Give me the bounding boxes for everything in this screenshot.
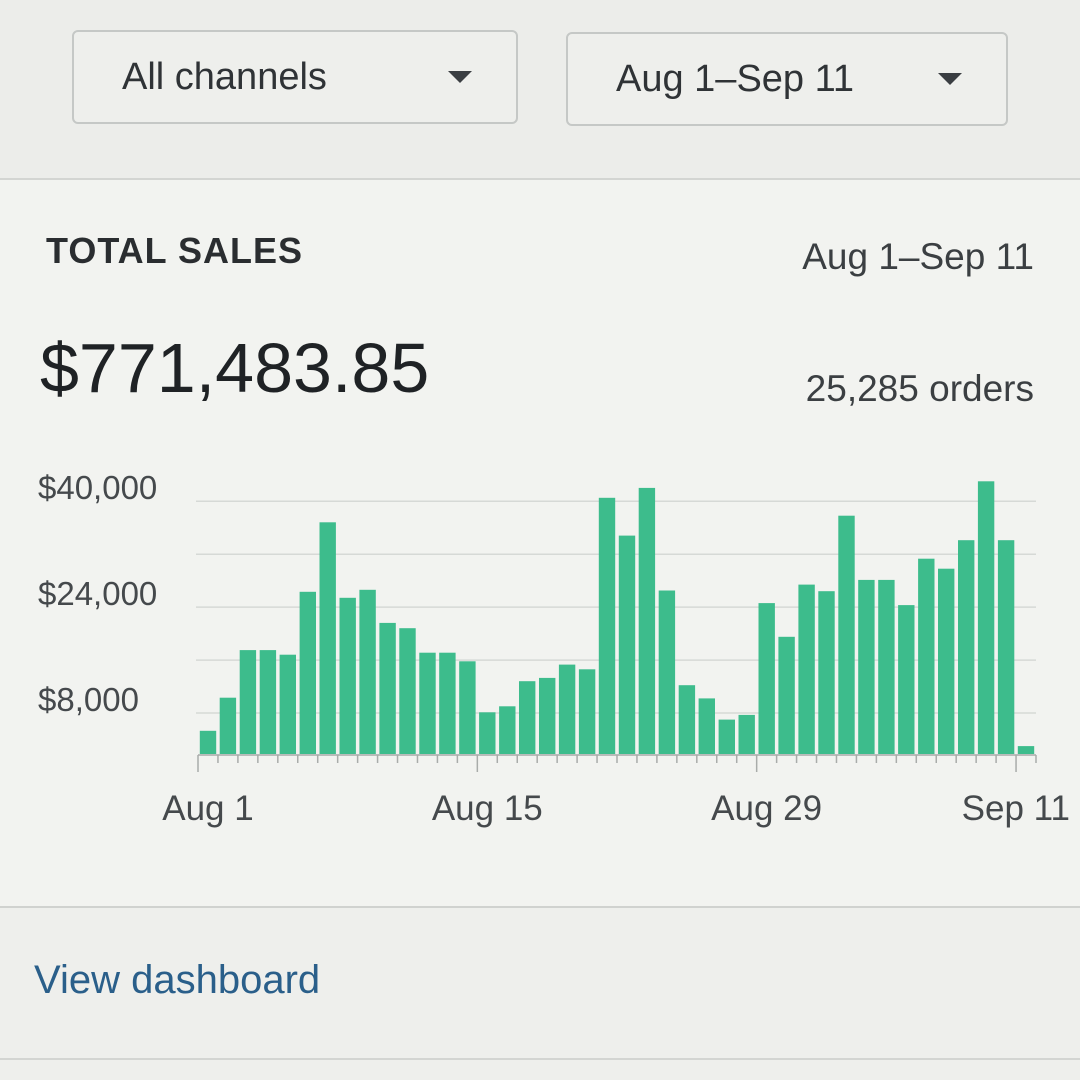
x-tick-label: Sep 11 (962, 789, 1070, 828)
y-tick-label: $24,000 (38, 575, 157, 612)
bar-sep-11[interactable] (1017, 746, 1035, 754)
bar-sep-5[interactable] (898, 605, 915, 754)
bar-aug-8[interactable] (339, 597, 356, 754)
bar-aug-4[interactable] (259, 650, 277, 754)
bar-aug-16[interactable] (499, 706, 516, 754)
bar-sep-2[interactable] (838, 515, 855, 754)
chevron-down-icon (448, 71, 472, 83)
bar-aug-28[interactable] (738, 714, 755, 754)
bar-aug-24[interactable] (658, 590, 676, 755)
bar-aug-22[interactable] (618, 535, 636, 754)
bar-aug-6[interactable] (299, 591, 316, 754)
bar-aug-15[interactable] (479, 712, 496, 754)
bar-aug-17[interactable] (519, 681, 536, 754)
x-tick-label: Aug 29 (711, 789, 822, 828)
bar-aug-7[interactable] (319, 522, 336, 754)
bar-aug-23[interactable] (638, 487, 656, 754)
filters-bar: All channels Aug 1–Sep 11 (0, 0, 1080, 180)
bar-aug-5[interactable] (279, 654, 296, 754)
bar-sep-10[interactable] (997, 540, 1015, 754)
orders-count: 25,285 orders (805, 368, 1034, 409)
bar-aug-10[interactable] (379, 622, 396, 754)
channel-select-value: All channels (122, 55, 327, 98)
bar-aug-21[interactable] (598, 497, 616, 754)
bar-aug-3[interactable] (239, 650, 257, 754)
card-date-range: Aug 1–Sep 11 (802, 236, 1034, 277)
x-tick-label: Aug 1 (162, 789, 253, 828)
bar-sep-1[interactable] (818, 591, 835, 754)
bar-aug-25[interactable] (678, 685, 696, 754)
view-dashboard-link[interactable]: View dashboard (34, 958, 321, 1002)
card-footer: View dashboard (0, 908, 1080, 1060)
total-sales-value: $771,483.85 (40, 329, 430, 407)
bar-aug-30[interactable] (778, 636, 795, 754)
bar-sep-7[interactable] (938, 568, 955, 754)
bar-aug-29[interactable] (758, 603, 775, 754)
bar-aug-11[interactable] (399, 628, 416, 754)
date-range-select[interactable]: Aug 1–Sep 11 (566, 32, 1008, 126)
bar-aug-31[interactable] (798, 584, 815, 754)
bar-aug-26[interactable] (698, 698, 715, 754)
bar-aug-14[interactable] (459, 661, 476, 754)
x-tick-label: Aug 15 (432, 789, 543, 828)
total-sales-card: TOTAL SALES Aug 1–Sep 11 $771,483.85 25,… (0, 180, 1080, 908)
bar-sep-8[interactable] (958, 540, 975, 754)
bar-aug-2[interactable] (219, 697, 237, 754)
sales-bar-chart: $40,000 $24,000 $8,000 Aug 1 Aug 15 Aug 29 Sep… (38, 469, 1070, 828)
bar-aug-18[interactable] (539, 677, 556, 754)
bar-aug-1[interactable] (199, 730, 217, 754)
bar-sep-9[interactable] (977, 481, 995, 754)
bar-aug-9[interactable] (359, 589, 376, 754)
bar-sep-4[interactable] (878, 579, 895, 754)
bar-aug-27[interactable] (718, 719, 735, 754)
card-title: TOTAL SALES (46, 230, 304, 271)
y-tick-label: $8,000 (38, 681, 139, 718)
y-tick-label: $40,000 (38, 469, 157, 506)
bar-aug-19[interactable] (558, 664, 576, 754)
bar-sep-6[interactable] (918, 558, 935, 754)
channel-select[interactable]: All channels (72, 30, 518, 124)
date-range-select-value: Aug 1–Sep 11 (616, 57, 855, 100)
bar-sep-3[interactable] (858, 579, 875, 754)
chevron-down-icon (938, 73, 962, 85)
bar-aug-13[interactable] (439, 652, 456, 754)
bar-aug-20[interactable] (578, 669, 596, 754)
bar-aug-12[interactable] (419, 652, 436, 754)
